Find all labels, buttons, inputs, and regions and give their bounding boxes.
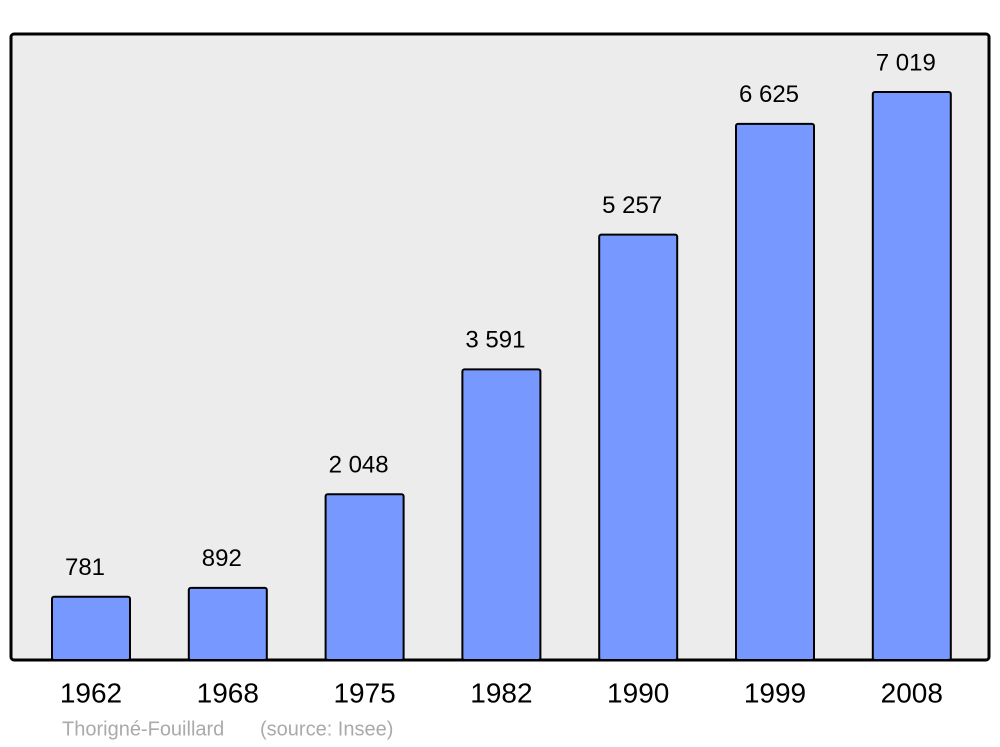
value-label: 3 591 bbox=[465, 327, 525, 354]
bar bbox=[598, 233, 679, 661]
value-label: 781 bbox=[65, 554, 105, 581]
value-label: 6 625 bbox=[739, 81, 799, 108]
x-tick-label: 1962 bbox=[60, 677, 122, 708]
bar bbox=[51, 595, 131, 661]
place-name: Thorigné-Fouillard bbox=[62, 718, 224, 740]
bar bbox=[735, 122, 815, 662]
x-tick-label: 1999 bbox=[744, 677, 806, 708]
source-note: (source: Insee) bbox=[260, 718, 393, 740]
x-tick-label: 1982 bbox=[470, 677, 532, 708]
bar bbox=[461, 368, 542, 661]
value-label: 7 019 bbox=[876, 49, 936, 76]
value-label: 5 257 bbox=[602, 192, 662, 219]
x-tick-label: 1975 bbox=[333, 677, 395, 708]
value-label: 2 048 bbox=[329, 452, 389, 479]
bar bbox=[324, 493, 405, 661]
value-label: 892 bbox=[202, 545, 242, 572]
x-tick-label: 2008 bbox=[881, 677, 943, 708]
x-tick-label: 1968 bbox=[197, 677, 259, 708]
x-tick-label: 1990 bbox=[607, 677, 669, 708]
bar bbox=[187, 586, 268, 662]
bar bbox=[871, 91, 952, 661]
